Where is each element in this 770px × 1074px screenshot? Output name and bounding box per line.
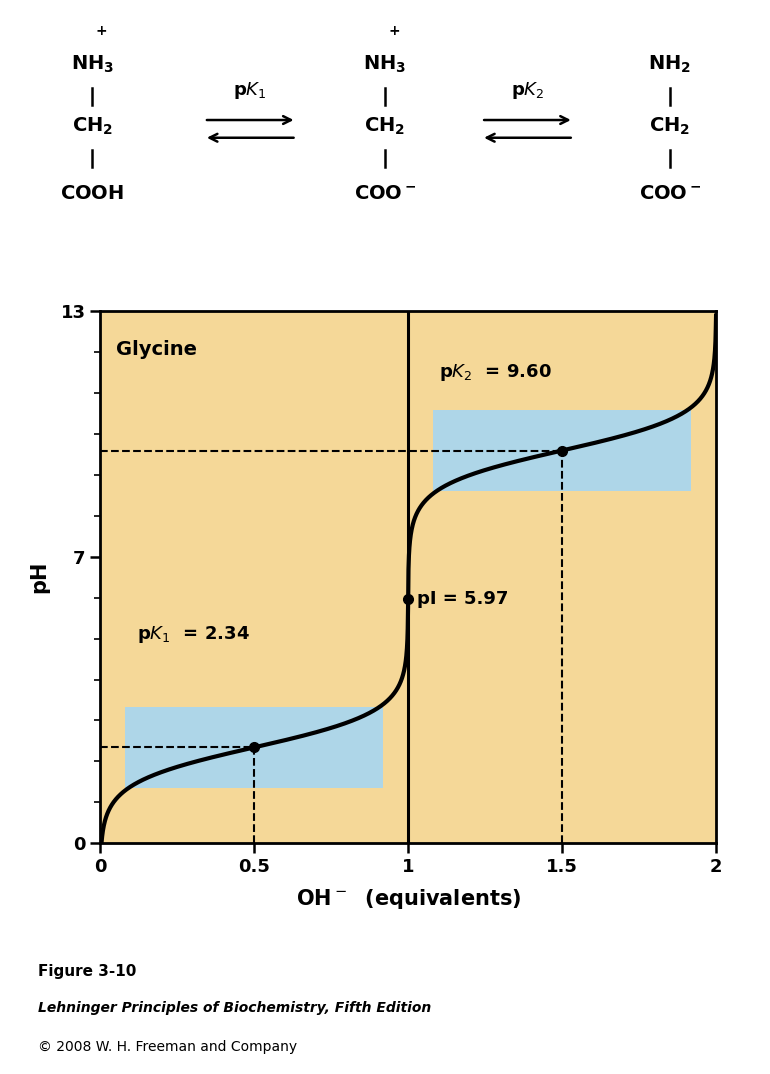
Bar: [125, 707, 383, 788]
X-axis label: OH$^-$  (equivalents): OH$^-$ (equivalents): [296, 887, 521, 911]
Text: p$\it{K}_1$: p$\it{K}_1$: [233, 79, 267, 101]
Text: $\bf{N}$$\bf{H}_3$: $\bf{N}$$\bf{H}_3$: [363, 54, 407, 74]
Text: $\bf{C}$$\bf{H}_2$: $\bf{C}$$\bf{H}_2$: [72, 115, 113, 136]
Text: Glycine: Glycine: [116, 340, 196, 359]
Text: p$\it{K}$$_2$  = 9.60: p$\it{K}$$_2$ = 9.60: [439, 362, 551, 383]
Text: $\bf{C}$$\bf{H}_2$: $\bf{C}$$\bf{H}_2$: [649, 115, 691, 136]
Text: +: +: [95, 25, 108, 39]
Text: p$\it{K}$$_1$  = 2.34: p$\it{K}$$_1$ = 2.34: [137, 624, 250, 644]
Bar: [433, 409, 691, 492]
Text: Lehninger Principles of Biochemistry, Fifth Edition: Lehninger Principles of Biochemistry, Fi…: [38, 1001, 432, 1015]
Text: $\bf{C}$$\bf{H}_2$: $\bf{C}$$\bf{H}_2$: [364, 115, 406, 136]
Text: pI = 5.97: pI = 5.97: [417, 590, 509, 608]
Text: $\bf{COO}^-$: $\bf{COO}^-$: [354, 185, 416, 203]
Text: $\bf{COO}^-$: $\bf{COO}^-$: [639, 185, 701, 203]
Text: © 2008 W. H. Freeman and Company: © 2008 W. H. Freeman and Company: [38, 1040, 298, 1054]
Text: Figure 3-10: Figure 3-10: [38, 964, 137, 979]
Text: $\bf{COOH}$: $\bf{COOH}$: [60, 185, 125, 203]
Y-axis label: pH: pH: [29, 561, 49, 594]
Text: $\bf{N}$$\bf{H}_2$: $\bf{N}$$\bf{H}_2$: [648, 54, 691, 74]
Text: p$\it{K}_2$: p$\it{K}_2$: [511, 79, 544, 101]
Text: +: +: [388, 25, 400, 39]
Text: $\bf{N}$$\bf{H}_3$: $\bf{N}$$\bf{H}_3$: [71, 54, 114, 74]
